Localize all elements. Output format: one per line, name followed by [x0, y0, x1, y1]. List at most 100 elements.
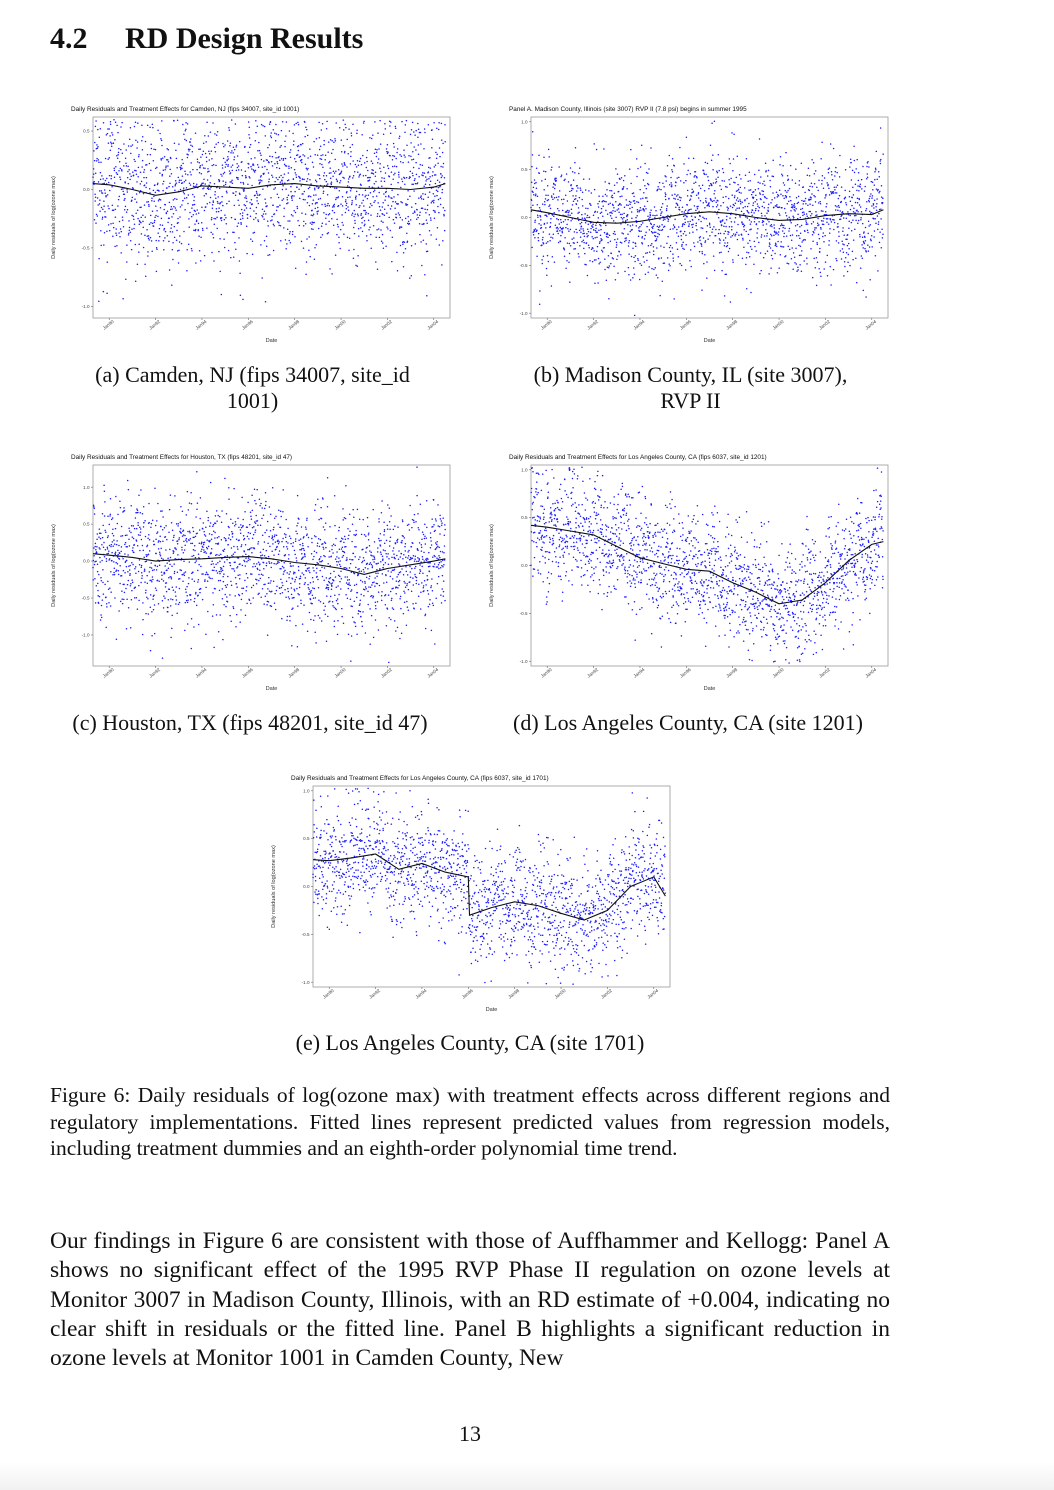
data-point — [866, 200, 868, 203]
data-point — [617, 190, 620, 193]
data-point — [813, 172, 816, 175]
data-point — [289, 230, 291, 233]
data-point — [323, 172, 326, 174]
data-point — [432, 171, 434, 173]
data-point — [753, 240, 756, 243]
data-point — [105, 603, 108, 605]
data-point — [264, 504, 267, 507]
data-point — [294, 580, 296, 583]
data-point — [597, 217, 600, 219]
data-point — [114, 551, 117, 553]
data-point — [248, 599, 251, 601]
data-point — [405, 176, 408, 179]
data-point — [122, 558, 124, 560]
data-point — [184, 179, 187, 181]
data-point — [420, 207, 423, 209]
data-point — [670, 176, 672, 179]
data-point — [94, 542, 97, 545]
data-point — [202, 182, 204, 184]
data-point — [713, 226, 715, 228]
data-point — [813, 182, 816, 185]
data-point — [834, 209, 837, 211]
data-point — [112, 574, 114, 576]
data-point — [620, 216, 623, 219]
data-point — [803, 238, 805, 241]
data-point — [225, 216, 227, 219]
data-point — [126, 176, 129, 179]
data-point — [288, 576, 290, 579]
data-point — [639, 166, 642, 168]
data-point — [100, 206, 103, 209]
data-point — [135, 170, 137, 172]
data-point — [191, 578, 193, 580]
data-point — [239, 213, 242, 215]
data-point — [608, 297, 610, 300]
data-point — [339, 228, 342, 231]
data-point — [768, 221, 770, 223]
data-point — [107, 588, 110, 590]
data-point — [140, 581, 142, 584]
data-point — [129, 178, 131, 181]
data-point — [326, 120, 328, 123]
data-point — [776, 232, 778, 234]
data-point — [723, 180, 726, 182]
data-point — [788, 230, 790, 232]
data-point — [838, 206, 840, 209]
data-point — [701, 251, 703, 253]
data-point — [103, 200, 105, 202]
data-point — [205, 526, 207, 529]
data-point — [747, 211, 749, 213]
data-point — [356, 159, 359, 162]
data-point — [230, 151, 232, 154]
data-point — [560, 221, 563, 224]
data-point — [168, 185, 170, 188]
data-point — [421, 174, 423, 176]
data-point — [241, 161, 243, 163]
data-point — [363, 220, 366, 222]
data-point — [220, 567, 223, 570]
data-point — [316, 154, 319, 156]
data-point — [295, 160, 297, 163]
data-point — [149, 153, 152, 156]
data-point — [707, 204, 710, 206]
data-point — [287, 172, 290, 174]
data-point — [325, 128, 328, 130]
data-point — [198, 557, 200, 559]
data-point — [739, 200, 742, 203]
data-point — [300, 144, 302, 146]
data-point — [853, 171, 856, 174]
scatter-points — [92, 118, 446, 303]
data-point — [592, 226, 594, 228]
data-point — [537, 232, 540, 235]
data-point — [262, 548, 265, 551]
data-point — [218, 207, 220, 209]
data-point — [399, 216, 402, 219]
data-point — [134, 198, 136, 200]
data-point — [705, 217, 708, 220]
data-point — [354, 196, 357, 199]
data-point — [159, 555, 162, 557]
data-point — [815, 227, 817, 229]
data-point — [137, 155, 140, 158]
data-point — [732, 261, 734, 264]
data-point — [795, 168, 797, 170]
data-point — [101, 536, 104, 539]
data-point — [639, 206, 642, 209]
data-point — [737, 188, 740, 191]
data-point — [837, 209, 839, 212]
data-point — [304, 213, 307, 215]
data-point — [686, 195, 689, 197]
data-point — [804, 191, 806, 194]
data-point — [703, 217, 705, 220]
data-point — [432, 209, 435, 212]
data-point — [300, 158, 303, 161]
data-point — [441, 264, 443, 266]
data-point — [605, 235, 608, 238]
data-point — [386, 212, 388, 214]
data-point — [228, 498, 230, 500]
data-point — [270, 220, 272, 222]
data-point — [104, 548, 107, 551]
data-point — [263, 240, 266, 242]
data-point — [749, 229, 751, 231]
data-point — [772, 159, 774, 162]
